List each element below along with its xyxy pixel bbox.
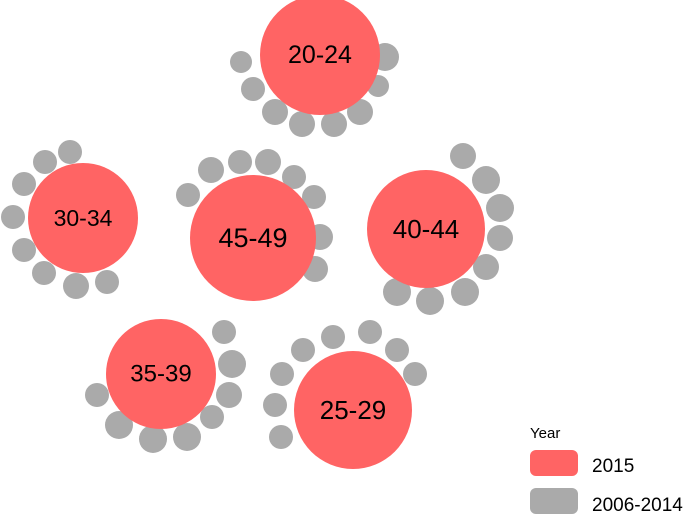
cluster-40-44: 40-44 xyxy=(367,143,514,315)
bubble-2006-2014 xyxy=(403,362,427,386)
cluster-30-34: 30-34 xyxy=(1,140,138,299)
bubble-2006-2014 xyxy=(262,99,288,125)
bubble-2006-2014 xyxy=(139,425,167,453)
bubble-2006-2014 xyxy=(385,338,409,362)
legend-title: Year xyxy=(530,425,560,442)
cluster-45-49: 45-49 xyxy=(176,149,333,301)
legend-swatch-2006-2014 xyxy=(530,488,578,514)
bubble-2006-2014 xyxy=(95,270,119,294)
bubble-2006-2014 xyxy=(1,205,25,229)
bubble-2006-2014 xyxy=(358,320,382,344)
bubble-2006-2014 xyxy=(472,166,500,194)
bubble-2006-2014 xyxy=(487,225,513,251)
bubble-2006-2014 xyxy=(176,183,200,207)
bubble-2006-2014 xyxy=(302,185,326,209)
bubble-2015 xyxy=(294,351,412,469)
bubble-2006-2014 xyxy=(12,238,36,262)
legend-label-2015: 2015 xyxy=(592,456,634,477)
cluster-label: 45-49 xyxy=(218,223,287,253)
bubble-2006-2014 xyxy=(321,325,345,349)
bubble-2006-2014 xyxy=(486,194,514,222)
cluster-label: 25-29 xyxy=(320,395,387,425)
bubble-2006-2014 xyxy=(12,172,36,196)
bubble-2006-2014 xyxy=(32,261,56,285)
bubble-2006-2014 xyxy=(198,157,224,183)
bubble-2006-2014 xyxy=(218,350,246,378)
legend-swatch-2015 xyxy=(530,450,578,476)
legend-label-2006-2014: 2006-2014 xyxy=(592,495,683,516)
bubble-2006-2014 xyxy=(269,425,293,449)
bubble-2006-2014 xyxy=(291,338,315,362)
bubble-2006-2014 xyxy=(85,383,109,407)
bubble-2006-2014 xyxy=(33,150,57,174)
bubble-2006-2014 xyxy=(383,278,411,306)
bubble-2006-2014 xyxy=(230,51,252,73)
bubble-2006-2014 xyxy=(58,140,82,164)
bubble-2006-2014 xyxy=(282,165,306,189)
bubble-2006-2014 xyxy=(270,362,294,386)
legend: Year 2015 2006-2014 xyxy=(530,425,683,516)
cluster-20-24: 20-24 xyxy=(230,0,399,137)
bubble-2006-2014 xyxy=(263,393,287,417)
cluster-label: 20-24 xyxy=(288,41,352,69)
clusters-layer: 20-24 30-34 45-49 40-44 35-39 25-29 xyxy=(1,0,514,469)
bubble-2006-2014 xyxy=(200,405,224,429)
cluster-25-29: 25-29 xyxy=(263,320,427,469)
bubble-2015 xyxy=(28,163,138,273)
bubble-2006-2014 xyxy=(473,254,499,280)
cluster-label: 30-34 xyxy=(54,205,113,231)
bubble-2006-2014 xyxy=(451,278,479,306)
bubble-2006-2014 xyxy=(228,150,252,174)
bubble-2006-2014 xyxy=(416,287,444,315)
bubble-2006-2014 xyxy=(347,99,373,125)
bubble-2006-2014 xyxy=(216,382,242,408)
bubble-2006-2014 xyxy=(105,411,133,439)
bubble-2006-2014 xyxy=(212,320,236,344)
cluster-35-39: 35-39 xyxy=(85,319,246,453)
bubble-2006-2014 xyxy=(321,111,347,137)
bubble-2006-2014 xyxy=(241,77,265,101)
bubble-2015 xyxy=(106,319,216,429)
bubble-2015 xyxy=(367,170,485,288)
bubble-2015 xyxy=(260,0,380,115)
cluster-label: 35-39 xyxy=(130,361,191,388)
bubble-2006-2014 xyxy=(173,423,201,451)
bubble-2006-2014 xyxy=(450,143,476,169)
bubble-2006-2014 xyxy=(289,111,315,137)
bubble-2006-2014 xyxy=(255,149,281,175)
cluster-label: 40-44 xyxy=(393,214,460,244)
bubble-2015 xyxy=(190,175,316,301)
bubble-2006-2014 xyxy=(63,273,89,299)
